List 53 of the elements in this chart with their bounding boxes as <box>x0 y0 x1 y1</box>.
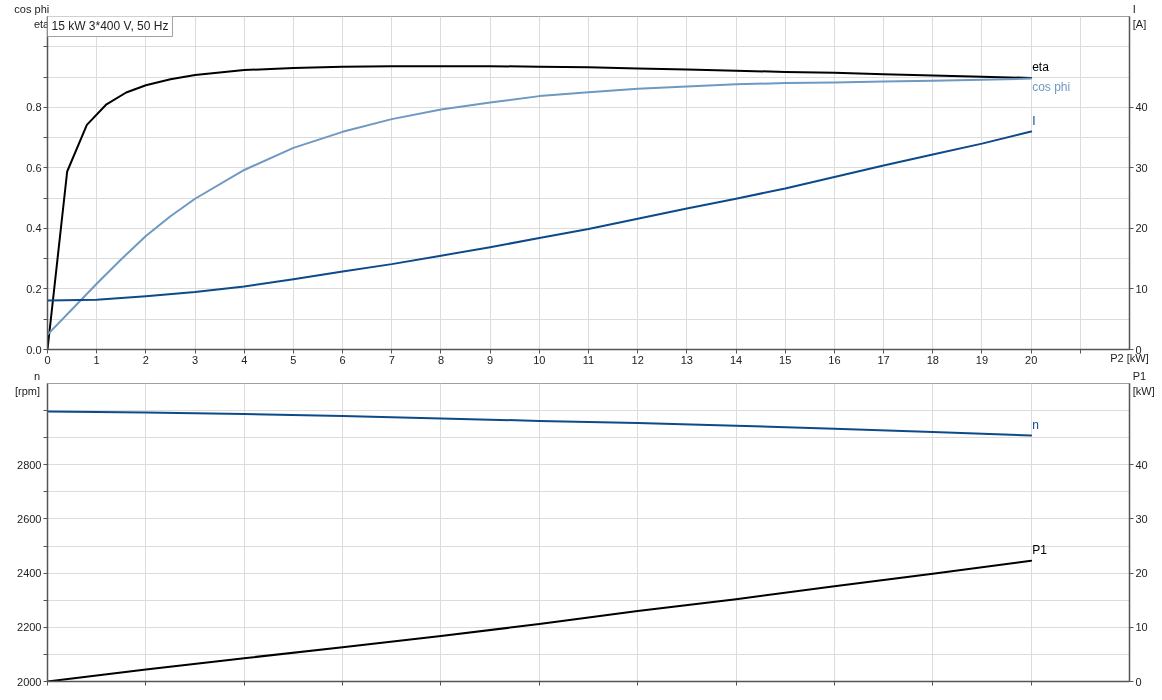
y2-tick-label: 30 <box>1135 161 1148 174</box>
y-axis-title: n [rpm] <box>14 370 41 397</box>
x-tick-label: 6 <box>339 353 346 366</box>
series-label: n <box>1032 417 1039 432</box>
x-tick-label: 2 <box>142 353 149 366</box>
series-label: cos phi <box>1032 79 1071 94</box>
series-label: eta <box>1032 59 1050 74</box>
series-label: I <box>1032 113 1036 128</box>
x-tick-label: 13 <box>680 353 693 366</box>
line-series <box>47 130 1033 302</box>
y-tick-label: 2800 <box>17 458 42 471</box>
x-tick-label: 9 <box>487 353 494 366</box>
y-tick-label: 0.0 <box>26 343 42 356</box>
y-tick-label: 2200 <box>17 621 42 634</box>
y2-tick-label: 20 <box>1135 567 1148 580</box>
y-tick-label: 2000 <box>17 675 42 688</box>
x-tick-label: 8 <box>437 353 445 366</box>
x-tick-label: 3 <box>191 353 199 366</box>
x-tick-label: 18 <box>926 353 939 366</box>
x-tick-label: 12 <box>631 353 644 366</box>
y2-tick-label: 20 <box>1135 222 1148 235</box>
line-series <box>47 559 1033 682</box>
y-tick-label: 2400 <box>17 567 42 580</box>
chart-title: 15 kW 3*400 V, 50 Hz <box>51 18 169 33</box>
x-tick-label: 20 <box>1025 353 1038 366</box>
x-tick-label: 11 <box>582 353 595 366</box>
y-tick-label: 2600 <box>17 512 42 525</box>
y2-tick-label: 40 <box>1135 458 1148 471</box>
y2-tick-label: 40 <box>1135 101 1148 114</box>
x-tick-label: 5 <box>290 353 297 366</box>
y-tick-label: 0.4 <box>26 222 42 235</box>
y2-tick-label: 10 <box>1135 282 1148 295</box>
x-tick-label: 14 <box>729 353 743 366</box>
y-tick-label: 0.2 <box>26 282 42 295</box>
y2-tick-label: 10 <box>1135 621 1148 634</box>
y-tick-label: 0.6 <box>26 161 42 174</box>
x-tick-label: 15 <box>779 353 792 366</box>
y2-tick-label: 0 <box>1135 675 1142 688</box>
x-tick-label: 10 <box>533 353 546 366</box>
y2-axis-title: I [A] <box>1132 3 1147 30</box>
x-tick-label: 4 <box>241 353 248 366</box>
line-series <box>47 410 1033 437</box>
x-tick-label: 17 <box>877 353 890 366</box>
y-tick-label: 0.8 <box>26 101 42 114</box>
x-tick-label: 0 <box>44 353 51 366</box>
x-tick-label: 16 <box>828 353 841 366</box>
x-tick-label: 7 <box>388 353 395 366</box>
y2-tick-label: 30 <box>1135 512 1148 525</box>
x-tick-label: 19 <box>975 353 989 366</box>
x-tick-label: 1 <box>93 353 100 366</box>
y2-axis-title: P1 [kW] <box>1132 370 1155 397</box>
series-label: P1 <box>1032 542 1048 557</box>
y-axis-title: cos phi eta <box>14 3 51 30</box>
